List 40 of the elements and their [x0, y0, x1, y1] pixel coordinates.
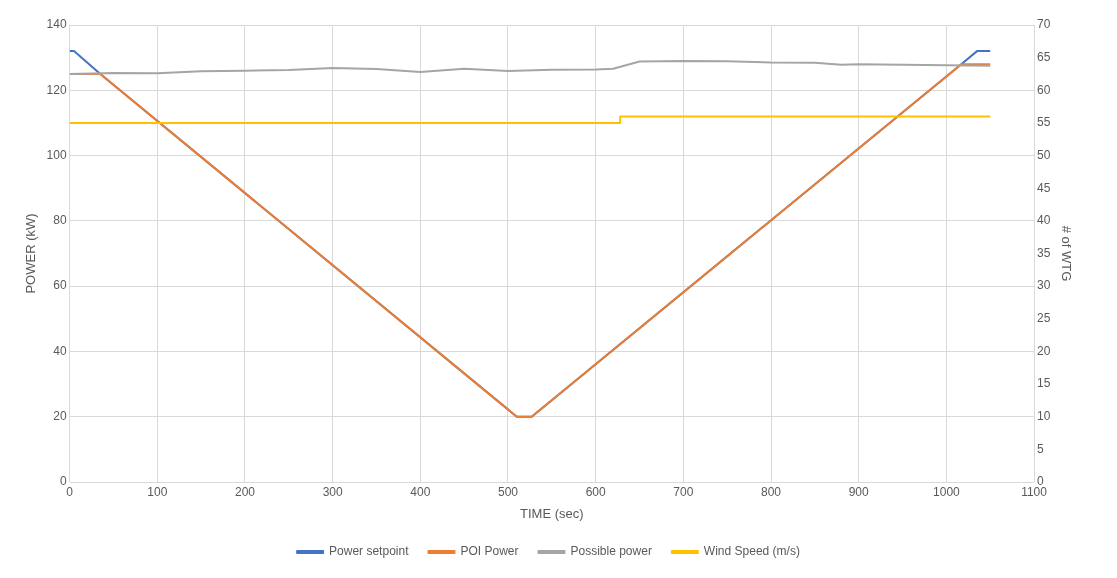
y-tick-label: 20 — [53, 409, 67, 424]
legend-label: POI Power — [460, 544, 519, 559]
y-tick-label: 120 — [46, 82, 67, 97]
legend-label: Possible power — [570, 544, 652, 559]
y2-tick-label: 35 — [1037, 245, 1051, 260]
y2-tick-label: 65 — [1037, 49, 1051, 64]
x-axis-title: TIME (sec) — [520, 505, 584, 521]
y2-tick-label: 25 — [1037, 311, 1051, 326]
legend-label: Power setpoint — [329, 544, 410, 559]
x-tick-label: 100 — [147, 484, 168, 499]
x-tick-label: 1000 — [933, 484, 961, 499]
x-tick-label: 1100 — [1021, 484, 1048, 499]
y-tick-label: 100 — [46, 147, 67, 162]
x-tick-label: 300 — [322, 484, 343, 499]
x-tick-label: 900 — [848, 484, 870, 499]
y2-axis-title: # of WTG — [1058, 225, 1074, 282]
y2-tick-label: 55 — [1037, 115, 1051, 130]
y2-tick-label: 20 — [1037, 343, 1051, 358]
y-axis-title: POWER (kW) — [23, 213, 39, 294]
y-tick-label: 140 — [46, 17, 67, 32]
y2-tick-label: 50 — [1037, 147, 1051, 162]
y2-tick-label: 60 — [1037, 82, 1051, 97]
y2-tick-label: 45 — [1037, 180, 1051, 195]
legend-label: Wind Speed (m/s) — [703, 544, 800, 559]
y2-tick-label: 15 — [1037, 376, 1051, 391]
x-tick-label: 800 — [761, 484, 782, 499]
y2-tick-label: 5 — [1037, 441, 1045, 456]
y-tick-label: 80 — [53, 213, 67, 228]
y-tick-label: 0 — [59, 474, 67, 489]
x-tick-label: 700 — [673, 484, 694, 499]
y2-tick-label: 10 — [1037, 409, 1051, 424]
y-tick-label: 40 — [53, 343, 67, 358]
x-tick-label: 600 — [585, 484, 607, 499]
x-tick-label: 500 — [497, 484, 519, 499]
y2-tick-label: 40 — [1037, 213, 1051, 228]
y-tick-label: 60 — [53, 278, 67, 293]
y2-tick-label: 70 — [1037, 17, 1051, 32]
x-tick-label: 400 — [410, 484, 431, 499]
y2-tick-label: 30 — [1037, 278, 1051, 293]
x-tick-label: 200 — [234, 484, 256, 499]
